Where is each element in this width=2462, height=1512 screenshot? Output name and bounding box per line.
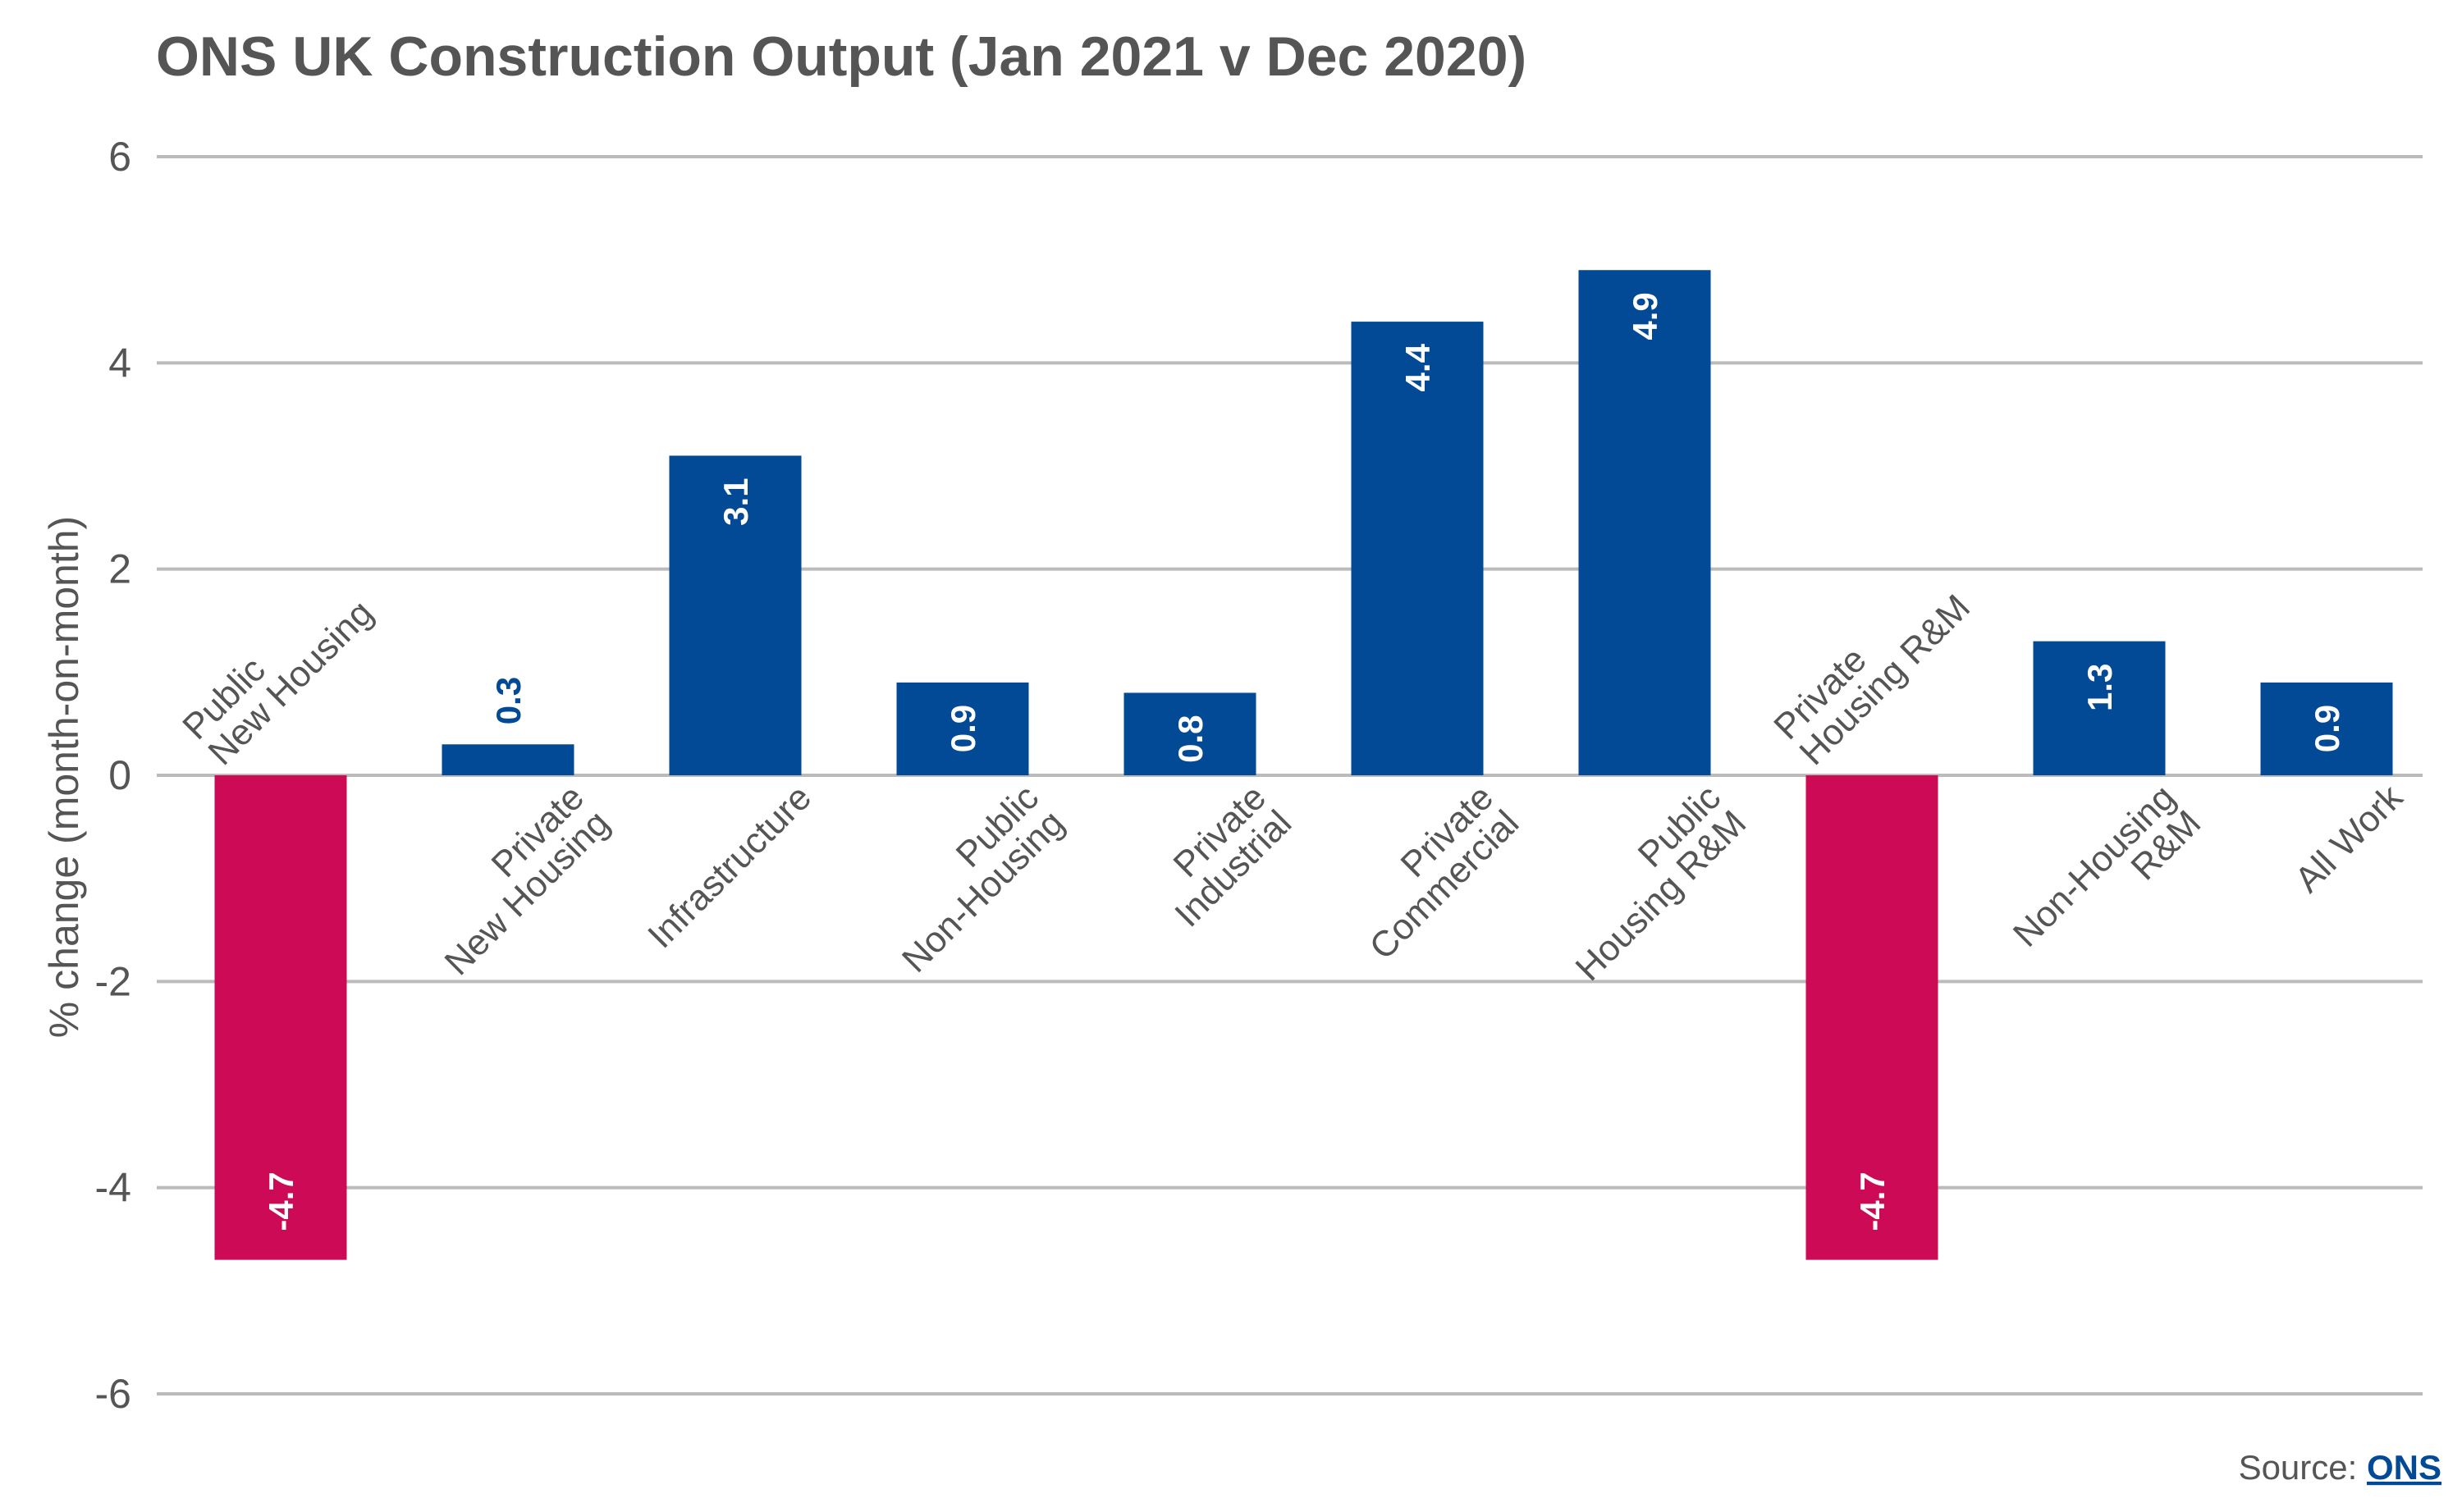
x-tick-label: All Work <box>2287 777 2411 901</box>
x-tick-label: PrivateIndustrial <box>1142 777 1299 934</box>
value-label: 0.8 <box>1171 715 1210 762</box>
bar <box>2260 682 2393 775</box>
bar <box>442 744 574 775</box>
bar <box>669 455 802 775</box>
chart-title: ONS UK Construction Output (Jan 2021 v D… <box>156 25 1526 88</box>
y-tick-label: -2 <box>95 958 131 1004</box>
value-label: 0.9 <box>2308 705 2346 752</box>
value-label: 3.1 <box>716 477 755 525</box>
y-tick-label: -4 <box>95 1165 131 1211</box>
value-label: 4.4 <box>1398 343 1437 391</box>
bar <box>214 775 347 1260</box>
bar <box>1805 775 1938 1260</box>
x-tick-label: PrivateCommercial <box>1336 777 1526 967</box>
value-label: -4.7 <box>1853 1172 1892 1231</box>
bar <box>1123 692 1256 775</box>
source-prefix: Source: <box>2239 1448 2358 1487</box>
x-tick-label: PrivateHousing R&M <box>1766 561 1978 773</box>
source-link[interactable]: ONS <box>2367 1448 2441 1487</box>
x-tick-label-line: Infrastructure <box>640 777 819 956</box>
value-label: 0.3 <box>489 677 528 724</box>
bar <box>2033 641 2166 775</box>
value-label: -4.7 <box>262 1172 300 1231</box>
y-tick-label: 4 <box>108 340 131 386</box>
x-tick-label: PublicNon-Housing <box>869 777 1072 980</box>
value-label: 4.9 <box>1626 292 1664 340</box>
source: Source: ONS <box>2239 1448 2441 1487</box>
y-axis-label: % change (month-on-month) <box>41 516 87 1038</box>
x-tick-label: PrivateNew Housing <box>411 777 617 983</box>
x-tick-label: Non-HousingR&M <box>2006 777 2208 980</box>
value-label: 0.9 <box>944 705 982 752</box>
bar <box>1351 322 1484 776</box>
y-tick-label: -6 <box>95 1371 131 1417</box>
y-tick-label: 6 <box>108 134 131 180</box>
y-tick-label: 0 <box>108 752 131 798</box>
bar <box>1578 270 1711 775</box>
x-tick-label-line: All Work <box>2287 777 2411 901</box>
y-tick-label: 2 <box>108 546 131 592</box>
x-tick-label: Infrastructure <box>640 777 819 956</box>
bar <box>896 682 1029 775</box>
x-tick-label: PublicNew Housing <box>175 567 381 773</box>
x-tick-label: PublicHousing R&M <box>1542 777 1754 989</box>
value-label: 1.3 <box>2080 664 2119 711</box>
